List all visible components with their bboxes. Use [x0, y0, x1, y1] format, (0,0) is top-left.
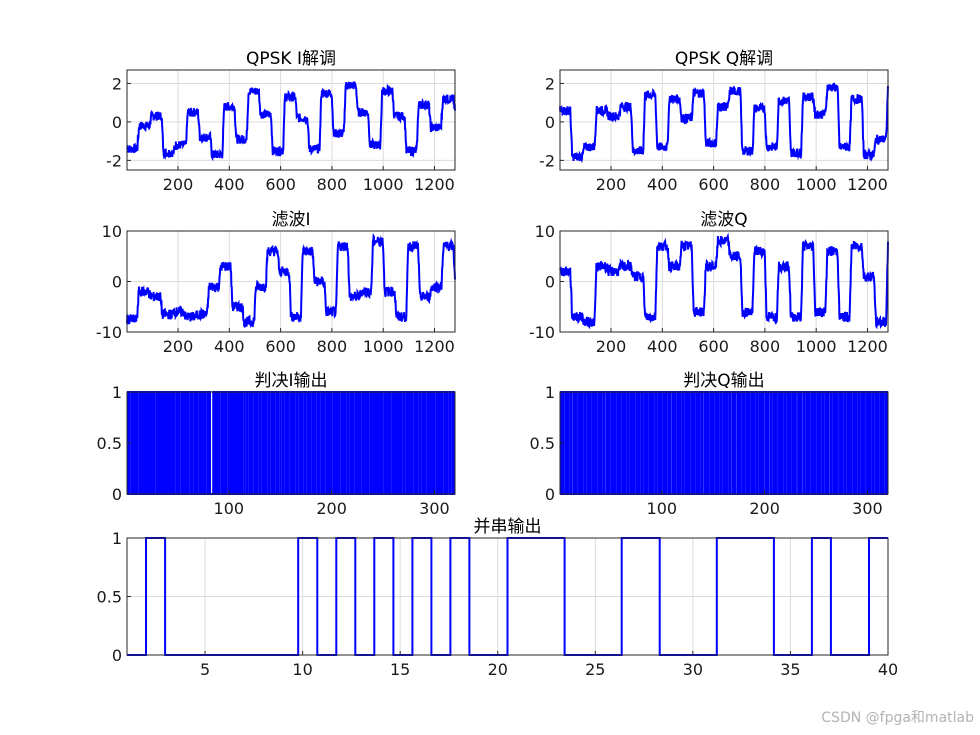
y-tick-label: 2	[112, 74, 122, 93]
x-tick-label: 1000	[796, 337, 837, 356]
series-line	[560, 391, 888, 495]
subplot-dec_q: 100 200 300 0 0.5 1 判决Q输出	[530, 371, 889, 518]
x-tick-label: 400	[647, 337, 678, 356]
x-tick-label: 10	[292, 660, 312, 679]
y-tick-label: 10	[102, 222, 122, 241]
subplot-par_ser: 5 10 15 20 25 30 35 40 0 0.5 1 并串输出	[97, 517, 899, 679]
series-line	[126, 81, 456, 162]
x-tick-label: 200	[316, 499, 347, 518]
y-tick-label: 0	[545, 485, 555, 504]
subplot-q_demod: 200 400 600 800 1000 1200 -2 0 2 QPSK Q解调	[539, 49, 889, 194]
x-tick-label: 40	[878, 660, 898, 679]
x-tick-label: 1000	[363, 337, 404, 356]
x-tick-label: 400	[647, 175, 678, 194]
x-tick-label: 200	[596, 175, 627, 194]
x-tick-label: 25	[585, 660, 605, 679]
subplot-dec_i: 100 200 300 0 0.5 1 判决I输出	[97, 371, 456, 518]
series-line	[127, 391, 455, 495]
x-tick-label: 35	[780, 660, 800, 679]
subplot-filt_q: 200 400 600 800 1000 1200 -10 0 10 滤波Q	[529, 210, 889, 356]
subplot-i_demod: 200 400 600 800 1000 1200 -2 0 2 QPSK I解调	[106, 49, 456, 194]
x-tick-label: 800	[750, 175, 781, 194]
y-tick-label: 0	[112, 485, 122, 504]
y-tick-label: -10	[96, 323, 122, 342]
axes-frame	[559, 69, 889, 171]
x-tick-label: 1200	[414, 175, 455, 194]
x-tick-label: 200	[749, 499, 780, 518]
x-tick-label: 1200	[414, 337, 455, 356]
x-tick-label: 1000	[363, 175, 404, 194]
subplot-title: 判决Q输出	[683, 371, 764, 391]
x-tick-label: 20	[488, 660, 508, 679]
x-tick-label: 300	[852, 499, 883, 518]
y-tick-label: 0	[112, 646, 122, 665]
x-tick-label: 100	[214, 499, 245, 518]
y-tick-label: 0.5	[97, 588, 122, 607]
subplot-title: QPSK I解调	[246, 49, 336, 69]
x-tick-label: 600	[698, 175, 729, 194]
y-tick-label: 1	[112, 383, 122, 402]
y-tick-label: 0	[545, 113, 555, 132]
y-tick-label: -2	[539, 151, 555, 170]
x-tick-label: 800	[317, 175, 348, 194]
subplot-title: 并串输出	[474, 517, 542, 537]
x-tick-label: 1200	[847, 175, 888, 194]
x-tick-label: 200	[596, 337, 627, 356]
y-tick-label: 2	[545, 74, 555, 93]
y-tick-label: 0	[545, 273, 555, 292]
x-tick-label: 400	[214, 337, 245, 356]
watermark: CSDN @fpga和matlab	[821, 710, 974, 726]
x-tick-label: 300	[419, 499, 450, 518]
x-tick-label: 5	[200, 660, 210, 679]
y-tick-label: 0.5	[97, 434, 122, 453]
x-tick-label: 600	[265, 175, 296, 194]
subplot-title: 滤波Q	[700, 210, 747, 230]
x-tick-label: 15	[390, 660, 410, 679]
y-tick-label: 1	[545, 383, 555, 402]
y-tick-label: -2	[106, 151, 122, 170]
y-tick-label: 0	[112, 113, 122, 132]
y-tick-label: 10	[535, 222, 555, 241]
x-tick-label: 1000	[796, 175, 837, 194]
x-tick-label: 600	[265, 337, 296, 356]
x-tick-label: 800	[317, 337, 348, 356]
x-tick-label: 600	[698, 337, 729, 356]
y-tick-label: 1	[112, 529, 122, 548]
x-tick-label: 100	[647, 499, 678, 518]
y-tick-label: -10	[529, 323, 555, 342]
subplot-title: 判决I输出	[254, 371, 327, 391]
x-tick-label: 400	[214, 175, 245, 194]
axes-frame	[126, 69, 456, 171]
subplot-filt_i: 200 400 600 800 1000 1200 -10 0 10 滤波I	[96, 210, 456, 356]
series-line	[126, 232, 456, 329]
x-tick-label: 200	[163, 337, 194, 356]
y-tick-label: 0.5	[530, 434, 555, 453]
x-tick-label: 30	[683, 660, 703, 679]
series-line	[559, 232, 889, 330]
subplot-title: 滤波I	[271, 210, 310, 230]
series-line	[559, 82, 889, 164]
x-tick-label: 800	[750, 337, 781, 356]
subplot-title: QPSK Q解调	[675, 49, 773, 69]
x-tick-label: 1200	[847, 337, 888, 356]
y-tick-label: 0	[112, 273, 122, 292]
x-tick-label: 200	[163, 175, 194, 194]
